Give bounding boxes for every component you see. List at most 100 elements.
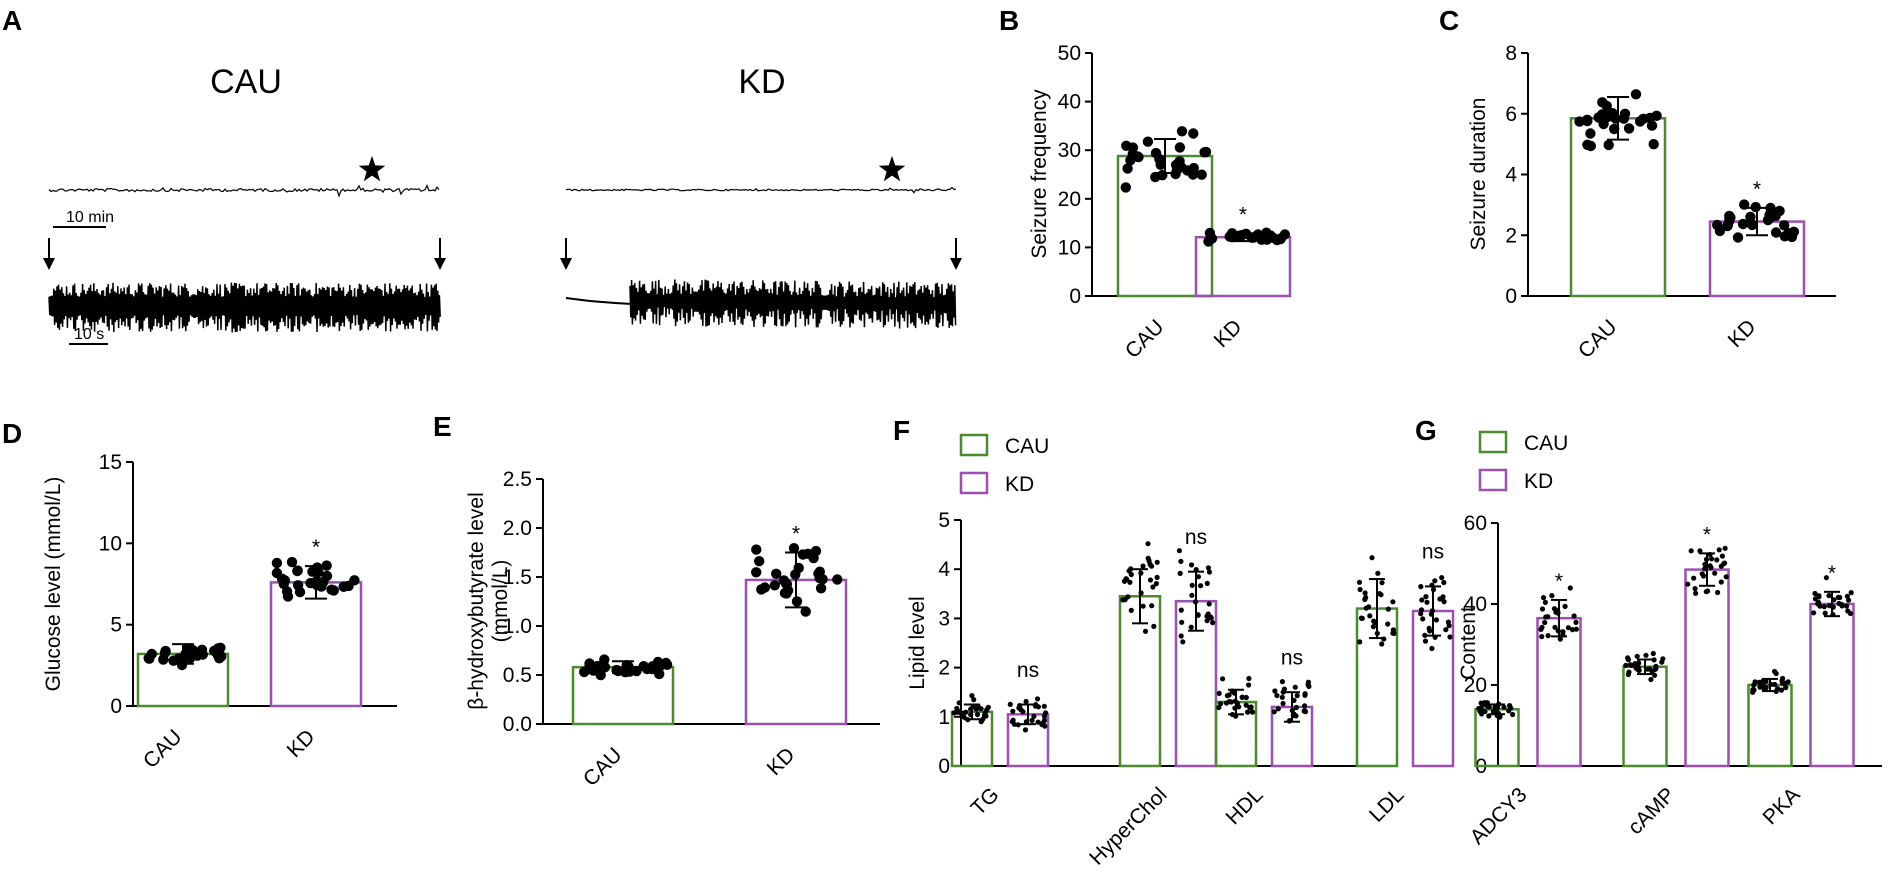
data-point [1359,615,1365,622]
data-point [1429,645,1435,652]
data-point [1280,689,1286,695]
y-tick-label: 40 [1058,91,1081,114]
data-point [1552,624,1558,630]
data-point [1204,227,1216,239]
data-point [1702,566,1708,572]
data-point [1718,563,1724,569]
data-point [1601,100,1612,112]
data-point [1150,171,1161,183]
data-point [951,710,957,716]
y-tick-label: 5 [938,509,950,532]
data-point [1226,698,1232,705]
data-point [1607,108,1618,119]
data-point [1422,632,1428,639]
data-point [973,706,980,712]
data-point [814,572,825,584]
data-point [1179,619,1185,625]
data-point [1775,686,1781,692]
data-point [1366,604,1372,610]
y-axis-label: (mmol/L) [489,560,512,643]
data-point [1418,584,1424,590]
y-tick-label: 0.0 [503,713,532,736]
data-point [1718,579,1724,585]
data-point [781,579,793,590]
data-point [1625,655,1631,661]
significance-marker: * [1555,570,1563,593]
data-point [1652,672,1658,678]
data-point [599,654,610,665]
data-point [1174,156,1185,167]
x-tick-label-tg: TG [967,783,1004,820]
data-point [956,700,962,706]
data-point [1633,663,1639,670]
data-point [1210,620,1216,626]
data-point [1565,625,1571,631]
data-point [1147,561,1153,568]
data-point [1205,565,1211,571]
data-point [1441,599,1447,605]
data-point [1199,147,1210,158]
data-point [1763,685,1769,691]
data-point [1732,232,1744,243]
data-point [1545,633,1551,639]
data-point [1426,625,1432,632]
data-point [1443,627,1449,633]
data-point [1140,563,1146,569]
x-tick-label-pka: PKA [1759,783,1805,829]
data-point [1302,707,1308,714]
data-point [1715,589,1721,596]
data-point [1646,120,1658,131]
data-point [1128,607,1134,614]
x-tick-label-cau: CAU [1121,315,1169,363]
data-point [1177,570,1183,577]
x-tick-label-kd: KD [1210,315,1247,352]
significance-marker: * [1239,203,1247,226]
bar-pka-cau [1747,683,1793,768]
data-point [1379,641,1385,647]
data-point [1147,577,1154,583]
data-point [1121,578,1128,584]
y-tick-label: 0 [938,755,950,778]
data-point [1418,611,1424,617]
x-tick-label-hyperchol: HyperChol [1085,783,1171,869]
data-point [1142,628,1149,634]
data-point [1539,634,1545,640]
data-point [754,556,765,567]
data-point [160,645,171,657]
data-point [751,567,762,578]
data-point [980,716,986,722]
data-point [1538,626,1544,633]
y-tick-label: 2 [938,657,950,680]
data-point [771,568,782,579]
data-point [1634,653,1640,659]
y-tick-label: 3 [938,607,950,630]
data-point [1569,627,1576,633]
y-axis-label: Glucose level (mmol/L) [42,477,65,692]
data-point [1302,703,1308,709]
data-point [1705,588,1711,594]
data-point [1149,603,1155,609]
data-point [1773,670,1779,677]
data-point [1419,597,1425,603]
data-point [1390,599,1396,605]
y-axis-label: Content [1457,606,1480,680]
data-point [1280,700,1286,707]
data-point [958,710,964,716]
legend-swatch-kd [1478,468,1508,492]
data-point [815,583,827,594]
data-point [1022,727,1029,733]
y-tick-label: 60 [1464,512,1487,535]
data-point [1031,713,1037,720]
data-point [1178,607,1184,613]
data-point [349,575,360,586]
data-point [1178,633,1184,639]
kd-group-title: KD [738,63,785,101]
data-point [969,693,975,699]
data-point [305,577,316,589]
legend-label-cau: CAU [1524,432,1568,455]
x-tick-label-hdl: HDL [1222,783,1268,829]
panel-d: D 0 5 10 15 Glucose level (mmol/L) CAU * KD [2,418,397,773]
data-point [1305,679,1311,685]
panel-d-label: D [2,418,22,449]
y-tick-label: 1.0 [503,615,532,638]
